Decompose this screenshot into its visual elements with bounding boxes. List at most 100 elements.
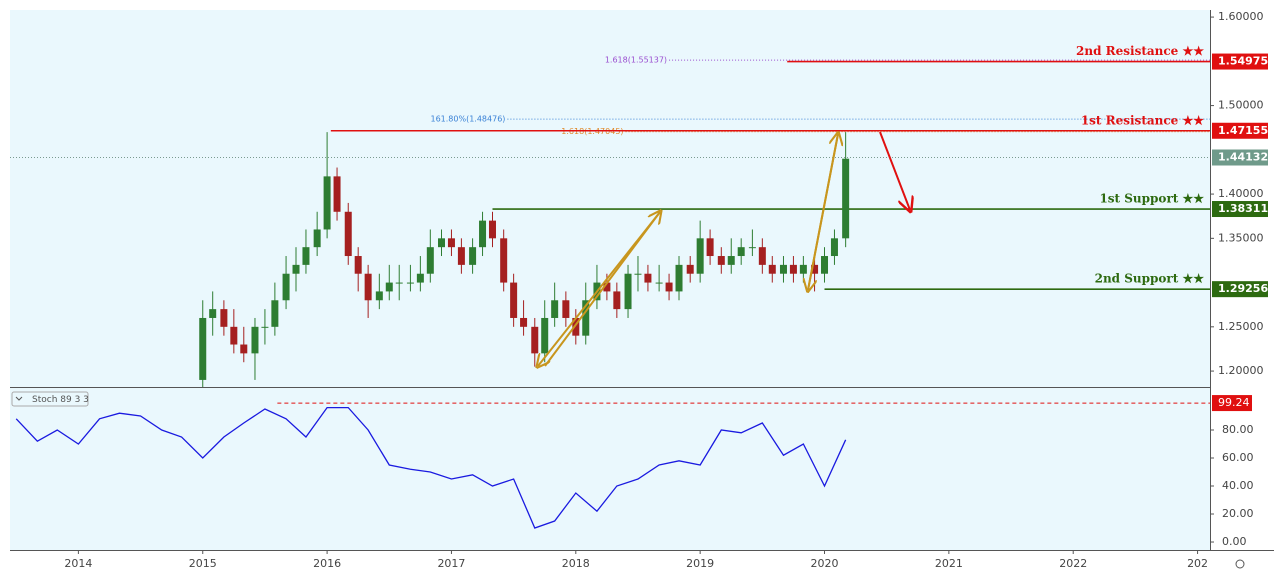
y-tick-label: 1.25000 [1218,320,1264,333]
y-tick-label: 1.60000 [1218,10,1264,23]
candle-body [603,282,611,292]
x-tick-label: 2016 [313,557,341,570]
y-tick-label: 0.00 [1222,535,1247,548]
level-price-box [1212,122,1268,139]
candle-body [302,247,310,265]
x-tick-label: 2018 [562,557,590,570]
candle-body [634,273,642,275]
candle-body [830,238,838,257]
y-tick-label: 1.50000 [1218,99,1264,112]
candle-body [438,238,446,248]
candle-body [416,273,424,283]
level-price-label: 1.54975 [1218,55,1268,68]
candle-body [572,317,580,336]
candle-body [582,300,590,336]
x-tick-label: 2020 [811,557,839,570]
candle-body [395,282,403,284]
y-tick-label: 60.00 [1222,451,1254,464]
axes: 1.60000 1.50000 1.40000 1.35000 1.25000 1.200… [64,10,1268,570]
candle-body [644,273,652,283]
fib-label: 1.618(1.55137) [605,56,667,65]
level-label: 1st Resistance ★★ [1081,113,1204,127]
candle-body [457,247,465,265]
candle-body [675,264,683,292]
candle-body [292,264,300,274]
candle-body [354,256,362,274]
x-tick-label: 2019 [686,557,714,570]
candle-body [479,220,487,248]
level-label: 1st Support ★★ [1099,192,1204,206]
level-label: 2nd Resistance ★★ [1076,44,1204,58]
candle-body [447,238,455,248]
stoch-pane [15,402,1210,529]
candle-body [261,326,269,328]
candle-body [426,247,434,274]
candle-body [727,256,735,265]
candle-body [768,264,776,274]
candle-body [665,282,673,292]
candle-body [779,264,787,274]
candle-body [541,317,549,354]
x-tick-label: 2022 [1059,557,1087,570]
candle-body [488,220,496,239]
candle-body [789,264,797,274]
x-tick-label: 202 [1187,557,1208,570]
y-tick-label: 20.00 [1222,507,1254,520]
candle-body [469,247,477,265]
candle-body [551,300,559,318]
level-label: 2nd Support ★★ [1095,272,1205,286]
level-price-label: 1.29256 [1218,282,1268,295]
x-tick-label: 2017 [437,557,465,570]
candle-body [799,264,807,274]
level-price-box [1212,201,1268,218]
x-tick-label: 2014 [64,557,92,570]
candle-body [364,273,372,301]
candle-body [344,211,352,257]
candle-body [696,238,704,274]
forecast-arrow [879,131,910,210]
trend-arrow [538,211,661,366]
y-tick-label: 40.00 [1222,479,1254,492]
candle-body [655,282,663,284]
candle-body [385,282,393,292]
level-price-label: 1.38311 [1218,202,1268,215]
candle-body [717,256,725,265]
candle-body [686,264,694,274]
stoch-level-box [1212,395,1252,412]
candle-body [737,247,745,257]
candle-body [811,264,819,274]
x-tick-label: 2015 [189,557,217,570]
candle-body [531,326,539,354]
stoch-level-label: 99.24 [1218,396,1250,409]
y-tick-label: 1.40000 [1218,187,1264,200]
candle-body [313,229,321,248]
candle-body [375,291,383,301]
stoch-line [15,406,847,529]
candle-body [271,300,279,327]
indicator-legend-box[interactable] [11,391,89,407]
candle-body [748,247,756,249]
candle-body [282,273,290,301]
candle-body [758,247,766,265]
candle-body [406,282,414,284]
candle-body [706,238,714,257]
collapse-icon[interactable] [15,396,23,401]
candle-body [323,176,331,230]
fib-label: 161.80%(1.48476) [430,115,505,124]
candle-body [510,282,518,318]
candle-body [613,291,621,310]
candle-body [220,309,228,327]
price-pane: 1.618(1.55137) 161.80%(1.48476) 1.618(1.47… [10,44,1210,387]
candle-body [520,317,528,327]
candle-body [199,317,207,380]
level-price-box [1212,281,1268,298]
settings-icon[interactable] [1235,559,1245,569]
indicator-label: Stoch 89 3 3 [32,395,89,405]
candle-body [500,238,508,283]
candle-body [821,256,829,274]
level-price-box [1212,53,1268,70]
candle-body [251,326,259,354]
candle-body [624,273,632,310]
candle-body [562,300,570,318]
